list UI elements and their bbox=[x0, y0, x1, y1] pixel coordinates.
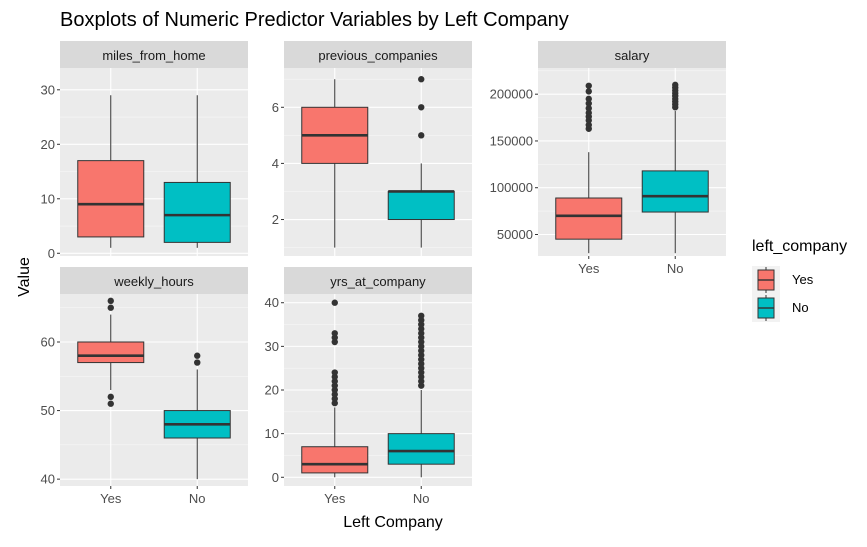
x-tick-label: No bbox=[189, 491, 206, 506]
legend-title: left_company bbox=[752, 238, 847, 255]
box-yes bbox=[301, 79, 369, 248]
facet-strip-label: yrs_at_company bbox=[330, 274, 426, 289]
y-tick-label: 30 bbox=[265, 339, 279, 354]
box-iqr bbox=[77, 341, 145, 364]
legend: left_company Yes No bbox=[752, 238, 847, 322]
x-tick-label: Yes bbox=[578, 261, 600, 276]
y-tick-label: 30 bbox=[41, 82, 55, 97]
facet-strip bbox=[60, 41, 248, 68]
y-axis-title: Value bbox=[16, 257, 33, 297]
outlier-point bbox=[331, 299, 338, 306]
y-tick-label: 2 bbox=[272, 212, 279, 227]
box-no bbox=[163, 95, 231, 248]
x-tick-label: No bbox=[667, 261, 684, 276]
box-yes bbox=[301, 299, 369, 478]
y-tick-label: 200000 bbox=[490, 87, 533, 102]
legend-item-label: No bbox=[792, 300, 809, 315]
facet-strip-label: previous_companies bbox=[318, 48, 438, 63]
outlier-point bbox=[672, 81, 679, 89]
x-axis-title: Left Company bbox=[343, 514, 443, 531]
facet-strip bbox=[538, 41, 726, 68]
outlier-point bbox=[107, 304, 114, 311]
box-iqr bbox=[641, 170, 709, 213]
box-no bbox=[163, 352, 231, 480]
y-tick-label: 0 bbox=[48, 246, 55, 261]
box-no bbox=[387, 312, 455, 478]
y-tick-label: 6 bbox=[272, 100, 279, 115]
facet-panel: miles_from_home 0 10 20 30 bbox=[41, 41, 248, 261]
box-yes bbox=[77, 297, 145, 407]
y-tick-label: 40 bbox=[41, 472, 55, 487]
y-tick-label: 50000 bbox=[497, 227, 533, 242]
facet-panel: yrs_at_company 0 10 20 30 40 Yes No bbox=[265, 267, 472, 506]
box-iqr bbox=[77, 160, 145, 238]
outlier-point bbox=[418, 104, 425, 111]
box-no bbox=[387, 76, 455, 248]
outlier-point bbox=[331, 330, 338, 337]
outlier-point bbox=[585, 109, 592, 117]
outlier-point bbox=[585, 121, 592, 129]
box-iqr bbox=[301, 446, 369, 474]
facet-panel: salary 50000 100000 150000 200000 Yes No bbox=[490, 41, 726, 276]
facet-panel: weekly_hours 40 50 60 Yes No bbox=[41, 267, 248, 506]
facet-strip bbox=[284, 267, 472, 294]
legend-item-label: Yes bbox=[792, 272, 814, 287]
x-tick-label: Yes bbox=[100, 491, 122, 506]
x-tick-label: Yes bbox=[324, 491, 346, 506]
outlier-point bbox=[418, 132, 425, 139]
y-tick-label: 4 bbox=[272, 156, 279, 171]
outlier-point bbox=[194, 359, 201, 366]
chart-title: Boxplots of Numeric Predictor Variables … bbox=[60, 9, 569, 31]
box-no bbox=[641, 81, 709, 254]
legend-item-yes: Yes bbox=[752, 266, 814, 294]
outlier-point bbox=[585, 88, 592, 95]
box-iqr bbox=[555, 197, 623, 240]
box-yes bbox=[77, 95, 145, 248]
facet-strip-label: weekly_hours bbox=[113, 274, 194, 289]
y-tick-label: 50 bbox=[41, 403, 55, 418]
outlier-point bbox=[418, 76, 425, 83]
outlier-point bbox=[418, 312, 425, 320]
outlier-point bbox=[585, 100, 592, 107]
y-tick-label: 20 bbox=[41, 137, 55, 152]
facet-strip-label: miles_from_home bbox=[102, 48, 205, 63]
y-tick-label: 20 bbox=[265, 383, 279, 398]
facet-strip-label: salary bbox=[615, 48, 650, 63]
y-tick-label: 0 bbox=[272, 470, 279, 485]
facet-strip bbox=[60, 267, 248, 294]
y-tick-label: 10 bbox=[265, 426, 279, 441]
box-iqr bbox=[387, 190, 455, 221]
y-tick-label: 150000 bbox=[490, 133, 533, 148]
legend-item-no: No bbox=[752, 294, 809, 322]
outlier-point bbox=[585, 82, 592, 89]
x-tick-label: No bbox=[413, 491, 430, 506]
y-tick-label: 100000 bbox=[490, 180, 533, 195]
box-yes bbox=[555, 82, 623, 254]
y-tick-label: 10 bbox=[41, 191, 55, 206]
outlier-point bbox=[107, 393, 114, 401]
y-tick-label: 40 bbox=[265, 295, 279, 310]
panel-background bbox=[60, 294, 248, 486]
facet-panels: miles_from_home0102030previous_companies… bbox=[41, 41, 726, 506]
outlier-point bbox=[585, 105, 592, 112]
outlier-point bbox=[107, 297, 114, 305]
box-iqr bbox=[163, 181, 231, 243]
y-tick-label: 60 bbox=[41, 335, 55, 350]
box-iqr bbox=[387, 433, 455, 465]
outlier-point bbox=[194, 352, 201, 359]
outlier-point bbox=[585, 95, 592, 103]
outlier-point bbox=[331, 369, 338, 376]
outlier-point bbox=[107, 400, 114, 407]
facet-panel: previous_companies 2 4 6 bbox=[272, 41, 472, 256]
facet-strip bbox=[284, 41, 472, 68]
